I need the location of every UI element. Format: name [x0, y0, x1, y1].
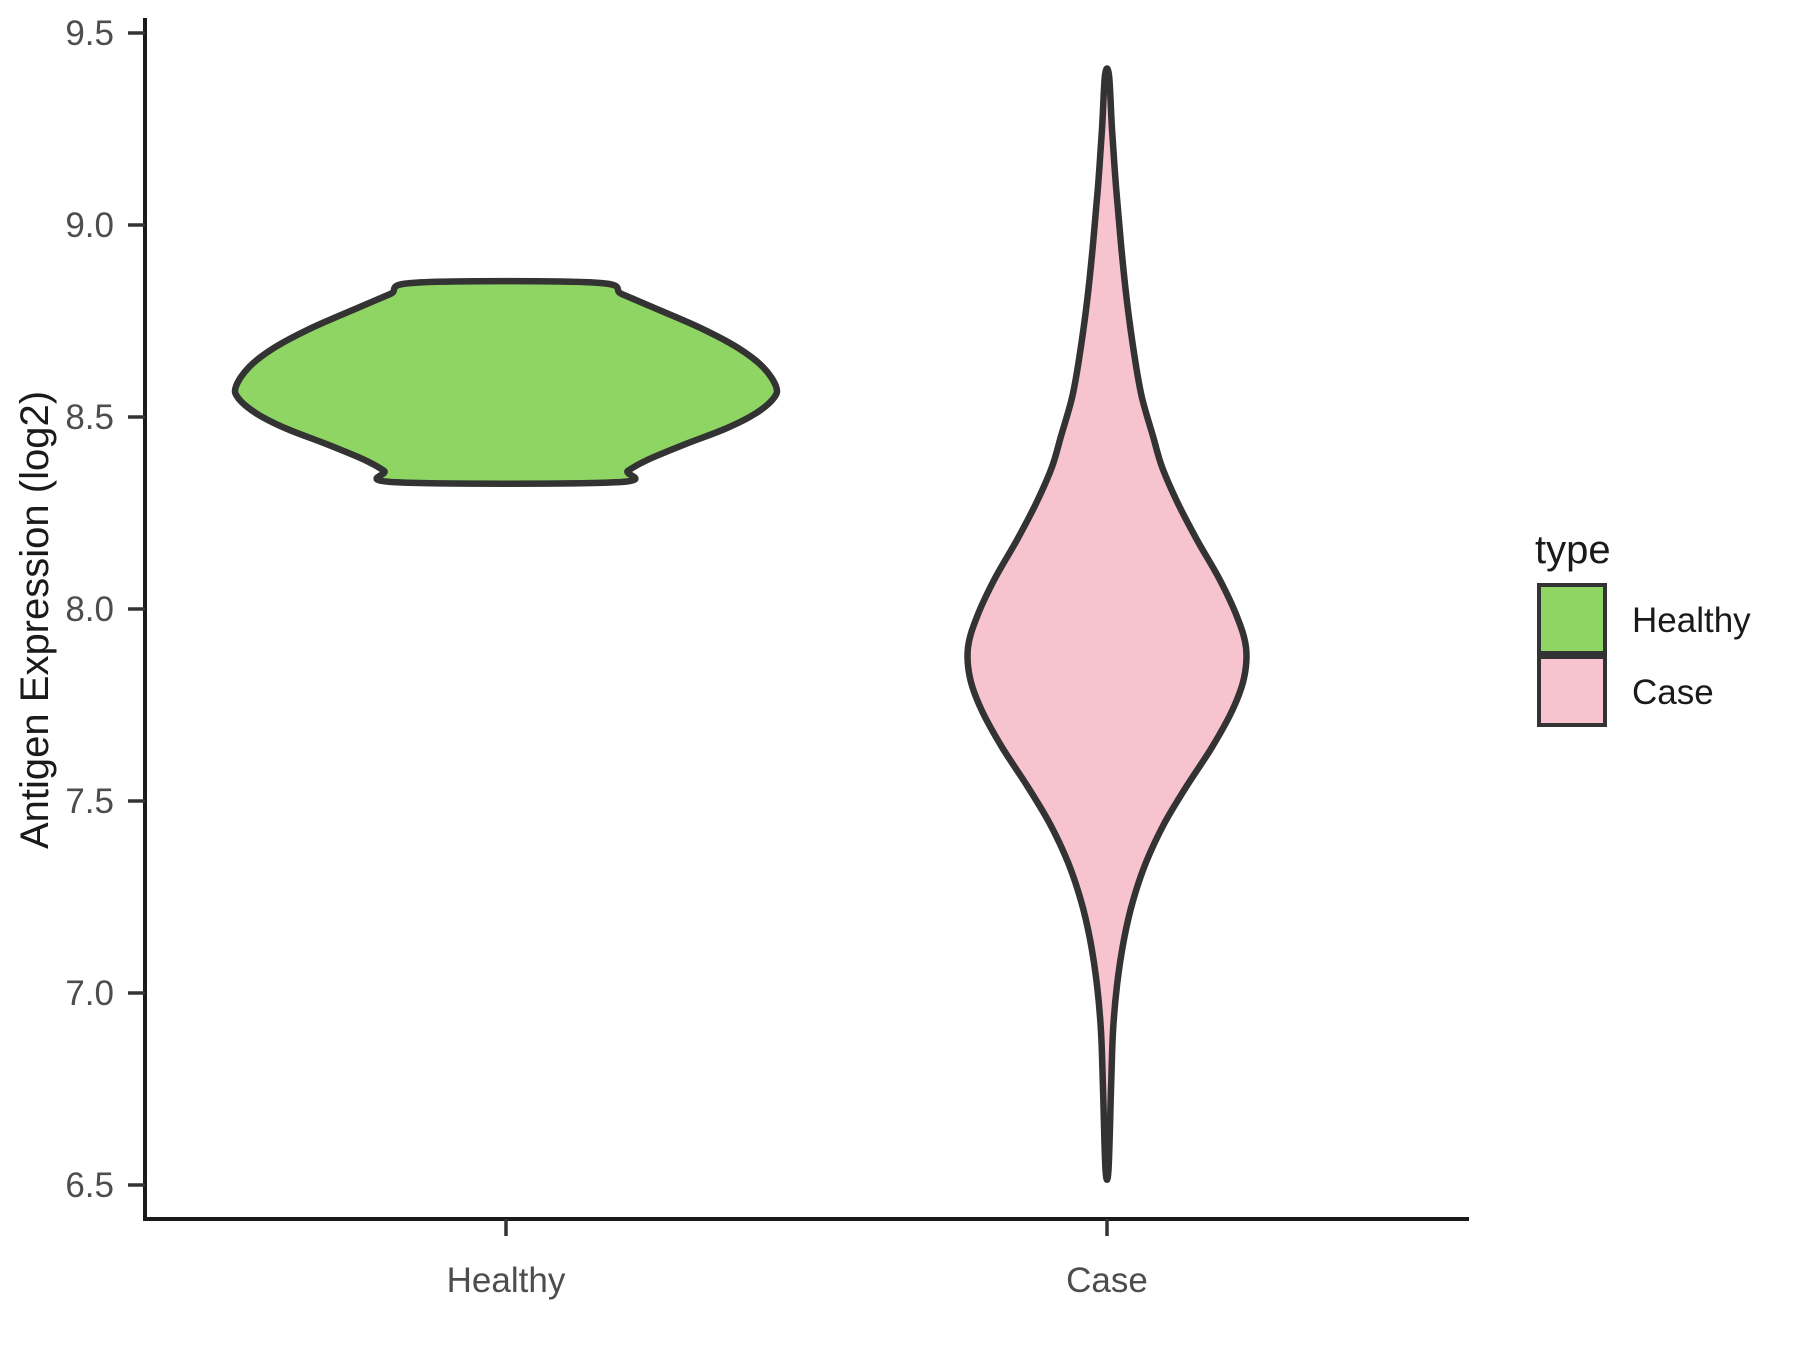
violin-healthy	[231, 277, 781, 487]
legend-swatch-healthy	[1537, 583, 1607, 655]
legend-swatch-case	[1537, 655, 1607, 727]
y-tick-label: 9.5	[65, 14, 114, 53]
plot-panel	[231, 65, 1250, 1183]
legend-title: type	[1535, 528, 1611, 572]
violin-case	[964, 65, 1250, 1183]
y-tick-label: 8.0	[65, 590, 114, 629]
legend: type Healthy Case	[1535, 528, 1751, 727]
x-category-label: Healthy	[447, 1261, 566, 1300]
y-axis-title: Antigen Expression (log2)	[13, 391, 57, 849]
y-tick-label: 7.0	[65, 974, 114, 1013]
y-tick-label: 6.5	[65, 1166, 114, 1205]
legend-label-case: Case	[1632, 673, 1714, 712]
y-tick-label: 9.0	[65, 206, 114, 245]
x-category-label: Case	[1066, 1261, 1148, 1300]
y-tick-label: 7.5	[65, 782, 114, 821]
legend-label-healthy: Healthy	[1632, 601, 1751, 640]
y-axis: 9.5 9.0 8.5 8.0 7.5 7.0 6.5 Antigen Expr…	[13, 14, 147, 1221]
y-tick-label: 8.5	[65, 398, 114, 437]
x-axis: Healthy Case	[143, 1217, 1469, 1300]
